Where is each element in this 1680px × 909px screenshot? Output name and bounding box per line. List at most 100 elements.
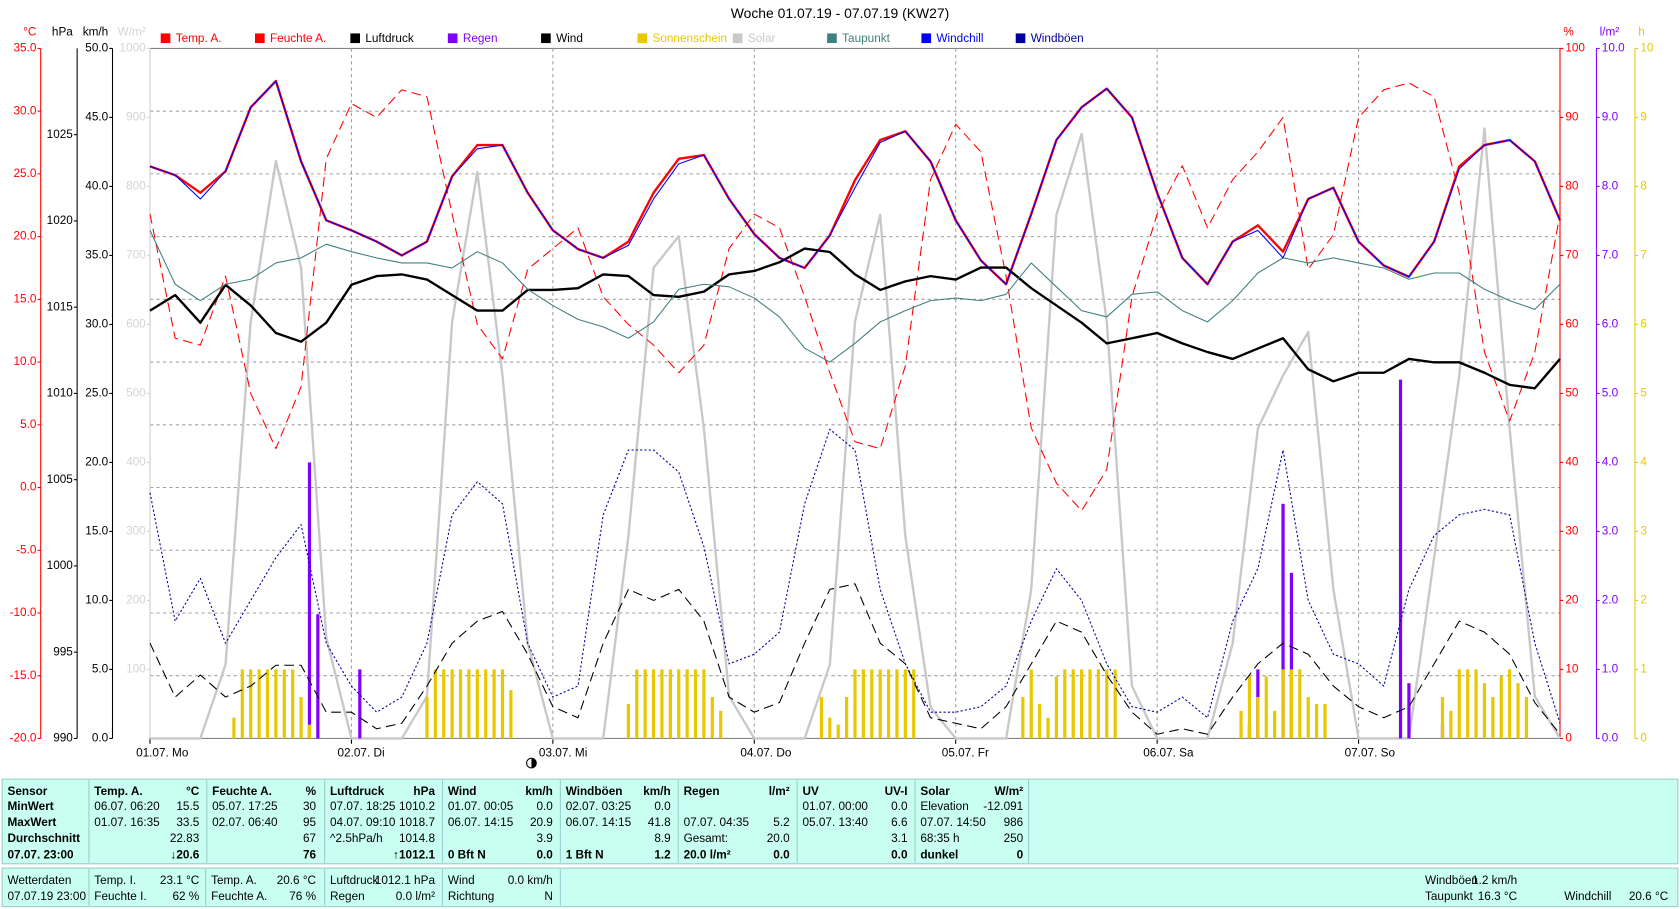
y-tick-label: -15.0 [10, 669, 37, 682]
y-tick-label: 10.0 [85, 594, 108, 607]
column-title: Wind [448, 785, 477, 798]
current-value: N [544, 890, 553, 903]
series-line [150, 127, 1562, 740]
bar [1524, 697, 1529, 739]
y-tick-label: 15.0 [85, 525, 108, 538]
bar [299, 697, 303, 739]
legend-swatch [350, 33, 360, 44]
bar [1054, 676, 1059, 739]
y-tick-label: 0 [1640, 732, 1647, 745]
row-label: Durchschnitt [8, 832, 81, 845]
current-value: 62 % [172, 890, 199, 903]
current-label: Windböen [1425, 874, 1478, 887]
bar [685, 669, 689, 739]
bar [467, 669, 471, 739]
y-axis-title: °C [23, 25, 37, 38]
bar [240, 669, 244, 739]
stat-value: 15.5 [176, 800, 199, 813]
bar [861, 669, 865, 739]
stat-value: 22.83 [170, 832, 200, 845]
column-title: Temp. A. [94, 785, 142, 798]
column-unit: km/h [525, 785, 552, 798]
y-tick-label: 80 [1565, 180, 1579, 193]
y-tick-label: 50 [1565, 387, 1579, 400]
bar [492, 669, 496, 739]
column-title: Feuchte A. [212, 785, 272, 798]
y-tick-label: 1000 [120, 42, 147, 55]
y-tick-label: 5.0 [20, 418, 37, 431]
bar [693, 669, 698, 739]
current-label: Windchill [1564, 890, 1611, 903]
bar [1457, 669, 1461, 739]
stat-value: 0.0 [536, 800, 553, 813]
bar [442, 669, 446, 739]
y-tick-label: 6.0 [1602, 318, 1619, 331]
bar [1298, 669, 1302, 739]
bar [677, 669, 681, 739]
y-tick-label: 70 [1565, 249, 1579, 262]
stat-label: 01.07. 16:35 [94, 816, 160, 829]
stat-label: 05.07. 13:40 [803, 816, 869, 829]
bar [291, 669, 295, 739]
y-tick-label: 2.0 [1602, 594, 1619, 607]
y-tick-label: 1010 [47, 387, 74, 400]
stat-label: 0 Bft N [448, 848, 486, 861]
bar [1264, 676, 1268, 739]
y-tick-label: 4.0 [1602, 456, 1619, 469]
stat-value: 67 [303, 832, 316, 845]
bar [668, 669, 672, 739]
legend-label: Wind [556, 32, 583, 45]
stat-value: -12.091 [983, 800, 1023, 813]
series-line [149, 82, 1561, 512]
bar [651, 669, 656, 739]
y-tick-label: 4 [1640, 456, 1647, 469]
bar [912, 669, 916, 739]
y-tick-label: 10.0 [14, 355, 37, 368]
legend-label: Luftdruck [365, 32, 414, 45]
y-axis-title: km/h [83, 25, 109, 38]
bar [1407, 683, 1411, 739]
y-tick-label: 40 [1565, 456, 1579, 469]
y-tick-label: 2 [1640, 594, 1647, 607]
column-title: Solar [920, 785, 950, 798]
y-tick-label: 3.0 [1602, 525, 1619, 538]
bar [1516, 683, 1520, 739]
y-tick-label: 0.0 [1602, 732, 1619, 745]
stat-value: 0.0 [773, 848, 790, 861]
legend-label: Regen [463, 32, 498, 45]
y-tick-label: 8.0 [1602, 180, 1619, 193]
stat-label: 01.07. 00:00 [803, 800, 869, 813]
stat-value: 0 [1017, 848, 1024, 861]
y-tick-label: -5.0 [16, 543, 37, 556]
y-tick-label: 400 [126, 456, 146, 469]
y-tick-label: 1.0 [1602, 663, 1619, 676]
stat-label: 02.07. 03:25 [566, 800, 632, 813]
y-axis-title: % [1563, 25, 1574, 38]
bar [484, 669, 488, 739]
bar [450, 669, 454, 739]
row-label: 07.07. 23:00 [8, 848, 75, 861]
bar [1315, 703, 1319, 739]
x-tick-label: 07.07. So [1345, 747, 1396, 760]
current-value: 20.6 °C [277, 874, 317, 887]
stat-value: 1018.7 [399, 816, 435, 829]
y-tick-label: 995 [53, 645, 73, 658]
y-tick-label: 30.0 [14, 104, 37, 117]
stat-label: 20.0 l/m² [684, 848, 731, 861]
current-value: 16.3 °C [1478, 890, 1518, 903]
x-tick-label: 05.07. Fr [942, 747, 989, 760]
y-tick-label: 200 [126, 594, 146, 607]
current-panel [1, 867, 1679, 908]
y-tick-label: 100 [126, 663, 146, 676]
stat-value: ↓20.6 [170, 848, 199, 861]
legend-label: Windchill [936, 32, 983, 45]
y-tick-label: 45.0 [85, 111, 108, 124]
current-label: Temp. A. [211, 874, 257, 887]
stat-value: 0.0 [536, 848, 553, 861]
current-label: Luftdruck [330, 874, 379, 887]
bar [509, 690, 513, 739]
stat-label: 07.07. 04:35 [684, 816, 750, 829]
bar [853, 669, 857, 739]
y-tick-label: 8 [1640, 180, 1647, 193]
